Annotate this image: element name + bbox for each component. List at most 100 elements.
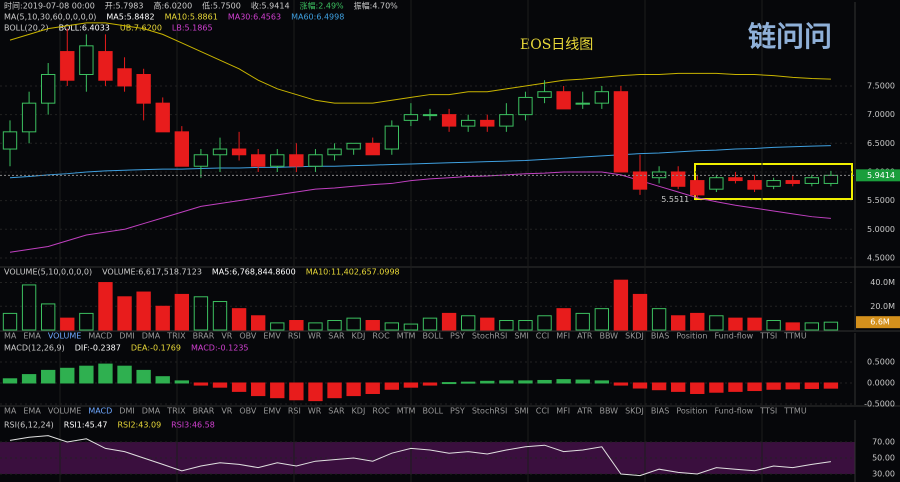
- indicator-tab[interactable]: CCI: [536, 407, 550, 416]
- y-tick-label: 6.5000: [867, 139, 895, 148]
- indicator-tab[interactable]: VR: [221, 332, 232, 341]
- indicator-tab[interactable]: RSI: [288, 332, 301, 341]
- indicator-tab[interactable]: KDJ: [352, 407, 366, 416]
- indicator-tab[interactable]: Fund-flow: [714, 407, 753, 416]
- bar: [499, 380, 514, 384]
- indicator-tab[interactable]: MACD: [88, 332, 112, 341]
- indicator-tab[interactable]: BIAS: [651, 407, 669, 416]
- y-tick-label: 50.00: [872, 454, 895, 463]
- bar: [518, 320, 533, 331]
- indicator-tab[interactable]: CCI: [536, 332, 550, 341]
- bar: [2, 378, 18, 384]
- indicator-tab[interactable]: WR: [308, 407, 322, 416]
- indicator-tab[interactable]: EMA: [23, 332, 41, 341]
- candle-body: [155, 102, 170, 133]
- indicator-tab[interactable]: DMA: [142, 407, 161, 416]
- indicator-tab[interactable]: DMA: [142, 332, 161, 341]
- indicator-tab[interactable]: SMI: [514, 332, 528, 341]
- indicator-tab[interactable]: BOLL: [422, 332, 443, 341]
- indicator-tab[interactable]: MFI: [556, 407, 570, 416]
- indicator-tab[interactable]: SKDJ: [625, 407, 644, 416]
- indicator-tab[interactable]: MFI: [556, 332, 570, 341]
- indicator-tab[interactable]: SKDJ: [625, 332, 644, 341]
- indicator-tab[interactable]: OBV: [239, 332, 257, 341]
- indicator-tab[interactable]: OBV: [239, 407, 257, 416]
- indicator-tab[interactable]: WR: [308, 332, 322, 341]
- y-tick-label: -0.5000: [864, 399, 895, 408]
- bar: [270, 322, 285, 331]
- indicator-tab[interactable]: VR: [221, 407, 232, 416]
- indicator-tab[interactable]: KDJ: [352, 332, 366, 341]
- legend-text: DEA:-0.1769: [131, 344, 181, 353]
- candle-body: [270, 154, 285, 167]
- indicator-tab[interactable]: EMV: [263, 407, 281, 416]
- indicator-tab[interactable]: ATR: [577, 332, 593, 341]
- indicator-tab[interactable]: MA: [4, 332, 17, 341]
- indicator-tab[interactable]: Position: [676, 407, 707, 416]
- indicator-tab[interactable]: Position: [676, 332, 707, 341]
- indicator-tab[interactable]: Fund-flow: [714, 332, 753, 341]
- indicator-tab[interactable]: ROC: [372, 332, 390, 341]
- candle-body: [136, 73, 151, 104]
- candle-body: [461, 119, 476, 127]
- indicator-tab[interactable]: VOLUME: [48, 332, 82, 341]
- bar: [270, 382, 285, 399]
- indicator-tab[interactable]: DMI: [119, 332, 134, 341]
- indicator-tab[interactable]: EMA: [23, 407, 41, 416]
- indicator-tab[interactable]: BIAS: [651, 332, 669, 341]
- bar: [60, 367, 75, 384]
- indicator-tab[interactable]: MTM: [397, 407, 416, 416]
- bar: [60, 317, 75, 331]
- indicator-tab[interactable]: ATR: [577, 407, 593, 416]
- bar: [422, 317, 438, 331]
- indicator-tab[interactable]: SMI: [514, 407, 528, 416]
- indicator-tab[interactable]: BBW: [599, 407, 618, 416]
- current-badge: [856, 316, 900, 329]
- indicator-tab[interactable]: TTSI: [759, 407, 777, 416]
- indicator-tab[interactable]: BRAR: [193, 407, 215, 416]
- indicator-tab[interactable]: RSI: [288, 407, 301, 416]
- bar: [785, 322, 800, 331]
- bar: [480, 380, 495, 384]
- y-tick-label: 7.0000: [867, 110, 895, 119]
- indicator-tab[interactable]: SAR: [328, 332, 345, 341]
- indicator-tab[interactable]: TRIX: [166, 407, 186, 416]
- bar: [21, 284, 37, 331]
- bar: [461, 381, 476, 384]
- indicator-tab[interactable]: ROC: [372, 407, 390, 416]
- legend-text: MACD(12,26,9): [4, 344, 65, 353]
- candle-body: [365, 142, 380, 156]
- indicator-tab[interactable]: PSY: [450, 407, 465, 416]
- legend-text: MA60:6.4998: [291, 13, 344, 22]
- indicator-tab[interactable]: EMV: [263, 332, 281, 341]
- bar: [709, 382, 724, 393]
- indicator-tab[interactable]: MTM: [397, 332, 416, 341]
- legend-text: RSI2:43.09: [117, 421, 161, 430]
- bar: [365, 320, 380, 331]
- indicator-tab[interactable]: VOLUME: [48, 407, 82, 416]
- indicator-tab[interactable]: BRAR: [193, 332, 215, 341]
- indicator-tab[interactable]: MA: [4, 407, 17, 416]
- bar: [193, 296, 209, 331]
- candle-body: [79, 45, 94, 75]
- indicator-tab[interactable]: DMI: [119, 407, 134, 416]
- bar: [766, 320, 781, 331]
- indicator-tab[interactable]: TRIX: [166, 332, 186, 341]
- indicator-tab[interactable]: PSY: [450, 332, 465, 341]
- indicator-tab[interactable]: TTMU: [783, 332, 807, 341]
- bar: [365, 382, 380, 394]
- legend-text: 开:5.7983: [105, 2, 144, 11]
- indicator-tab[interactable]: StochRSI: [472, 332, 508, 341]
- indicator-tab[interactable]: StochRSI: [472, 407, 508, 416]
- legend-text: MA(5,10,30,60,0,0,0,0): [4, 13, 96, 22]
- indicator-tab[interactable]: SAR: [328, 407, 345, 416]
- indicator-tab[interactable]: BBW: [599, 332, 618, 341]
- candle-body: [98, 51, 113, 81]
- bar: [632, 382, 648, 389]
- bar: [41, 369, 56, 384]
- indicator-tab[interactable]: TTMU: [783, 407, 807, 416]
- indicator-tab[interactable]: BOLL: [422, 407, 443, 416]
- indicator-tab[interactable]: TTSI: [759, 332, 777, 341]
- indicator-tab[interactable]: MACD: [88, 407, 112, 416]
- candle-body: [651, 171, 667, 179]
